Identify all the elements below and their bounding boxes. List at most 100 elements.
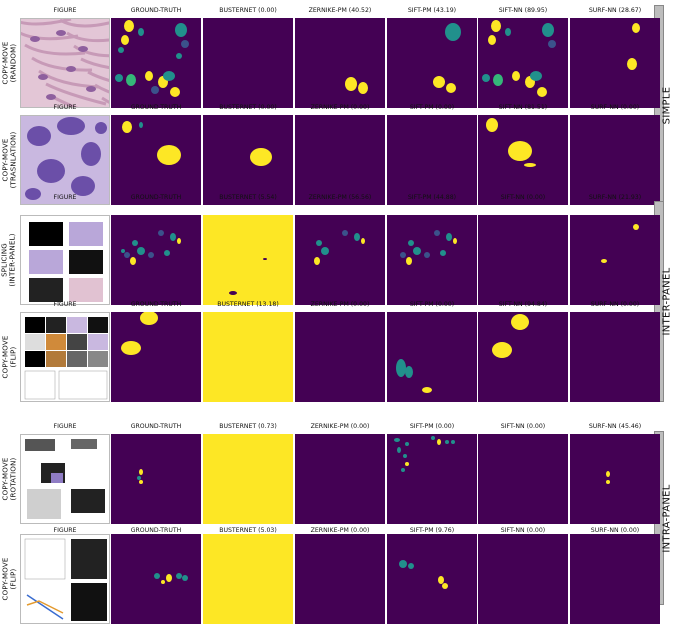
row-label-text: COPY-MOVE (RANDOM) bbox=[1, 41, 17, 85]
mask-tile bbox=[478, 434, 568, 524]
mask-tile bbox=[203, 115, 293, 205]
column-header: SIFT-NN (0.00) bbox=[500, 423, 546, 430]
figure-shape bbox=[66, 31, 109, 43]
mask-background bbox=[570, 18, 660, 108]
mask-region bbox=[492, 342, 512, 358]
row-label: COPY-MOVE (TRASNLATION) bbox=[1, 115, 17, 205]
row-label-text: COPY-MOVE (FLIP) bbox=[1, 335, 17, 379]
column-header: SIFT-PM (0.00) bbox=[409, 423, 455, 430]
mask-region bbox=[446, 233, 452, 241]
mask-svg bbox=[295, 215, 385, 305]
figure-shape bbox=[31, 56, 93, 72]
mask-svg bbox=[295, 115, 385, 205]
mask-background bbox=[387, 115, 477, 205]
mask-background bbox=[203, 115, 293, 205]
mask-tile bbox=[387, 312, 477, 402]
mask-tile bbox=[111, 215, 201, 305]
mask-svg bbox=[203, 215, 293, 305]
mask-region bbox=[434, 230, 440, 236]
mask-region bbox=[139, 469, 143, 475]
row-label: COPY-MOVE (RANDOM) bbox=[1, 18, 17, 108]
mask-region bbox=[445, 23, 461, 41]
mask-region bbox=[438, 576, 444, 584]
mask-svg bbox=[111, 312, 201, 402]
mask-region bbox=[424, 252, 430, 258]
mask-region bbox=[229, 291, 237, 295]
figure-tile bbox=[20, 18, 110, 108]
mask-region bbox=[126, 74, 136, 86]
mask-svg bbox=[295, 18, 385, 108]
mask-background bbox=[203, 215, 293, 305]
mask-region bbox=[139, 480, 143, 484]
figure-shape bbox=[24, 538, 66, 580]
mask-tile bbox=[570, 534, 660, 624]
mask-background bbox=[387, 215, 477, 305]
mask-svg bbox=[478, 115, 568, 205]
mask-svg bbox=[478, 434, 568, 524]
mask-region bbox=[511, 314, 529, 330]
figure-shape bbox=[24, 43, 86, 56]
mask-region bbox=[433, 76, 445, 88]
mask-background bbox=[295, 215, 385, 305]
mask-tile bbox=[295, 18, 385, 108]
mask-svg bbox=[570, 434, 660, 524]
mask-background bbox=[570, 434, 660, 524]
mask-region bbox=[633, 224, 639, 230]
mask-region bbox=[164, 250, 170, 256]
mask-region bbox=[124, 20, 134, 32]
row-label: COPY-MOVE (FLIP) bbox=[1, 534, 17, 624]
section-label: INTER-PANEL bbox=[660, 201, 674, 402]
mask-background bbox=[203, 312, 293, 402]
mask-region bbox=[440, 250, 446, 256]
mask-tile bbox=[387, 18, 477, 108]
section-label: INTRA-PANEL bbox=[660, 431, 674, 605]
mask-region bbox=[121, 35, 129, 45]
mask-background bbox=[387, 18, 477, 108]
figure-shape bbox=[71, 489, 105, 513]
mask-svg bbox=[570, 312, 660, 402]
figure-tile bbox=[20, 115, 110, 205]
mask-background bbox=[111, 215, 201, 305]
column-header: FIGURE bbox=[53, 104, 77, 111]
column-header: SURF-NN (21.93) bbox=[588, 194, 642, 201]
mask-tile bbox=[203, 534, 293, 624]
mask-region bbox=[627, 58, 637, 70]
mask-region bbox=[606, 480, 610, 484]
mask-background bbox=[478, 434, 568, 524]
mask-region bbox=[361, 238, 365, 244]
column-header: ZERNIKE-PM (56.56) bbox=[308, 194, 372, 201]
mask-region bbox=[403, 454, 407, 458]
figure-shape bbox=[46, 317, 66, 333]
mask-tile bbox=[203, 18, 293, 108]
mask-region bbox=[145, 71, 153, 81]
mask-region bbox=[606, 471, 610, 477]
mask-svg bbox=[295, 534, 385, 624]
mask-tile bbox=[387, 115, 477, 205]
mask-region bbox=[163, 71, 175, 81]
mask-region bbox=[137, 476, 141, 480]
mask-region bbox=[401, 468, 405, 472]
column-header: ZERNIKE-PM (0.00) bbox=[310, 527, 370, 534]
mask-tile bbox=[295, 215, 385, 305]
mask-background bbox=[478, 215, 568, 305]
column-header: FIGURE bbox=[53, 423, 77, 430]
mask-tile bbox=[478, 115, 568, 205]
column-header: SIFT-PM (0.00) bbox=[409, 104, 455, 111]
mask-svg bbox=[478, 18, 568, 108]
mask-background bbox=[203, 434, 293, 524]
mask-region bbox=[482, 74, 490, 82]
row-label: COPY-MOVE (FLIP) bbox=[1, 312, 17, 402]
mask-region bbox=[161, 580, 165, 584]
mask-background bbox=[295, 434, 385, 524]
mask-region bbox=[530, 71, 542, 81]
figure-shape bbox=[29, 222, 63, 246]
mask-background bbox=[570, 115, 660, 205]
mask-svg bbox=[387, 18, 477, 108]
figure-shape bbox=[86, 86, 96, 92]
mask-svg bbox=[387, 115, 477, 205]
mask-region bbox=[406, 257, 412, 265]
mask-tile bbox=[295, 115, 385, 205]
figure-shape bbox=[46, 94, 56, 100]
figure-shape bbox=[71, 439, 97, 449]
mask-svg bbox=[203, 312, 293, 402]
